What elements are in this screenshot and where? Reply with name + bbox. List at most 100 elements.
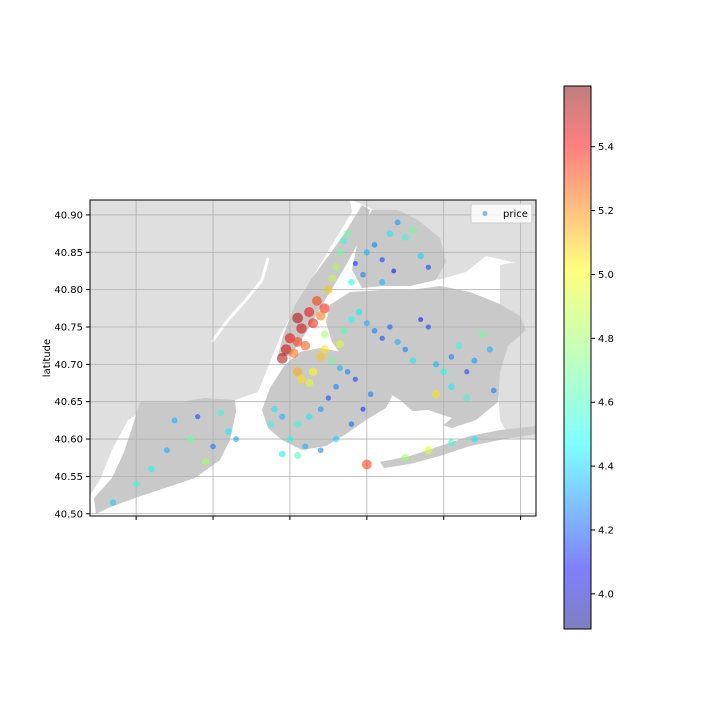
y-tick-label: 40.85: [54, 248, 83, 259]
scatter-point: [171, 417, 178, 424]
scatter-point: [478, 330, 486, 339]
scatter-point: [284, 333, 296, 344]
scatter-point: [432, 361, 440, 368]
colorbar: 4.0 4.2 4.4 4.6 4.8 5.0 5.2 5.4: [563, 85, 614, 630]
scatter-point: [486, 346, 493, 353]
colorbar-tick-label: 4.8: [598, 334, 614, 345]
scatter-point: [210, 443, 216, 450]
scatter-point: [307, 318, 319, 329]
scatter-point: [225, 428, 232, 435]
scatter-point: [201, 457, 210, 466]
scatter-point: [352, 376, 358, 382]
scatter-point: [448, 354, 455, 360]
y-tick-label: 40.90: [54, 210, 83, 221]
scatter-point: [328, 356, 336, 365]
scatter-point: [463, 394, 471, 402]
scatter-point: [276, 353, 288, 364]
scatter-point: [471, 435, 478, 443]
scatter-point: [333, 383, 339, 390]
colorbar-tick-label: 5.0: [598, 270, 614, 281]
y-tick-label: 40.80: [54, 285, 83, 296]
scatter-point: [448, 383, 455, 391]
scatter-point: [363, 320, 370, 327]
colorbar-tick-label: 4.4: [598, 462, 614, 473]
y-tick-label: 40.55: [54, 472, 83, 483]
colorbar-tick-label: 4.0: [598, 589, 614, 600]
scatter-point: [308, 367, 318, 377]
scatter-point: [340, 237, 348, 245]
scatter-point: [363, 249, 370, 256]
scatter-point: [267, 420, 275, 428]
scatter-point: [328, 274, 337, 283]
scatter-point: [317, 447, 324, 454]
axes-frame: [89, 199, 537, 517]
scatter-point: [311, 295, 322, 306]
scatter-point: [319, 303, 330, 314]
scatter-point: [304, 306, 315, 318]
scatter-point: [386, 230, 394, 237]
scatter-point: [271, 405, 278, 413]
scatter-point: [289, 348, 299, 358]
scatter-point: [332, 435, 340, 443]
scatter-point: [320, 345, 329, 354]
scatter-point: [409, 226, 417, 234]
scatter-point: [391, 268, 397, 274]
scatter-point: [490, 387, 497, 394]
scatter-point: [387, 324, 393, 330]
scatter-point: [431, 389, 441, 399]
scatter-point: [280, 344, 292, 355]
scatter-point: [163, 447, 170, 454]
scatter-point: [323, 285, 333, 295]
scatter-point: [233, 436, 240, 443]
scatter-point: [335, 340, 344, 349]
colorbar-gradient: [564, 86, 591, 629]
scatter-point: [379, 257, 385, 263]
scatter-point: [305, 413, 313, 420]
legend-box: [470, 203, 533, 224]
y-tick-label: 40.70: [54, 360, 83, 371]
scatter-point: [343, 229, 352, 238]
scatter-point: [336, 248, 344, 256]
scatter-point: [296, 323, 307, 334]
scatter-point: [305, 378, 314, 388]
legend-marker-icon: [482, 211, 488, 216]
colorbar-tick-label: 5.2: [598, 206, 614, 217]
scatter-point: [292, 312, 303, 324]
scatter-point: [302, 443, 309, 450]
colorbar-ticks: 4.0 4.2 4.4 4.6 4.8 5.0 5.2 5.4: [591, 142, 614, 600]
y-tick-label: 40.60: [54, 435, 83, 446]
colorbar-tick-label: 4.6: [598, 398, 614, 409]
scatter-point: [292, 337, 303, 347]
scatter-points: [109, 219, 497, 506]
y-axis: 40.50 40.55 40.60 40.65 40.70 40.75 40.80 40.85…: [54, 210, 90, 520]
scatter-point: [195, 414, 201, 420]
legend-entry-price: price: [503, 209, 528, 220]
scatter-point: [332, 263, 340, 272]
scatter-point: [315, 311, 326, 321]
grid: [90, 200, 536, 516]
scatter-point: [401, 233, 409, 241]
scatter-point: [409, 357, 417, 364]
scatter-point: [278, 450, 286, 458]
scatter-point: [217, 409, 225, 417]
scatter-point: [300, 340, 311, 351]
scatter-point: [348, 421, 355, 427]
scatter-point: [109, 499, 117, 506]
scatter-point: [279, 413, 286, 420]
x-axis: [135, 516, 522, 520]
scatter-point: [293, 367, 303, 377]
scatter-point: [340, 327, 348, 335]
scatter-point: [440, 368, 448, 376]
legend: price: [470, 203, 533, 224]
scatter-point: [148, 465, 155, 473]
scatter-point: [317, 406, 324, 413]
y-tick-label: 40.75: [54, 322, 83, 333]
scatter-point: [297, 375, 306, 384]
scatter-point: [360, 406, 366, 412]
scatter-point: [371, 241, 378, 248]
scatter-point: [325, 395, 332, 401]
scatter-point: [344, 368, 351, 375]
scatter-point: [394, 338, 401, 345]
colorbar-tick-label: 5.4: [598, 142, 614, 153]
